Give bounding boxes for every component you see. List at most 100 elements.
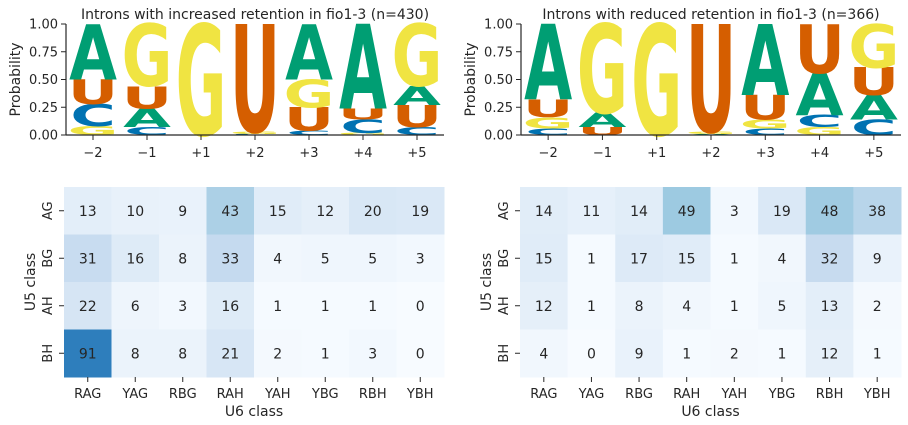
- x-tick-label: −1: [137, 146, 156, 161]
- y-tick-label: 1.00: [484, 18, 513, 33]
- heatmap-cell: [520, 234, 569, 283]
- y-tick-label: BH: [497, 344, 512, 363]
- heatmap-value: 0: [416, 346, 425, 362]
- heatmap-value: 3: [178, 299, 187, 315]
- x-axis-label: U6 class: [681, 404, 739, 420]
- heatmap-value: 43: [221, 204, 239, 220]
- heatmap-cell: [301, 234, 350, 283]
- heatmap-cell: [396, 187, 445, 235]
- heatmap-value: 31: [79, 251, 97, 267]
- heatmap-cell: [662, 282, 711, 330]
- y-tick-label: 0.50: [484, 73, 513, 88]
- heatmap-cell: [64, 187, 112, 235]
- heatmap-value: 1: [730, 251, 739, 267]
- heatmap-value: 14: [535, 204, 553, 220]
- heatmap-value: 1: [873, 346, 882, 362]
- x-tick-label: YAG: [121, 387, 148, 402]
- heatmap-cell: [396, 282, 445, 330]
- heatmap-cell: [567, 329, 616, 378]
- heatmap-cell: [111, 329, 160, 378]
- y-tick-label: 0.25: [484, 101, 513, 116]
- heatmap-cell: [805, 282, 854, 330]
- x-axis-label: U6 class: [225, 404, 283, 420]
- heatmap-cell: [349, 282, 397, 330]
- chart-title: Introns with increased retention in fio1…: [81, 7, 429, 23]
- x-tick-label: RAG: [74, 387, 101, 402]
- heatmap-value: 6: [131, 299, 140, 315]
- heatmap-value: 32: [821, 251, 839, 267]
- x-tick-label: +4: [810, 146, 829, 161]
- heatmap-cell: [853, 282, 902, 330]
- x-tick-label: YBG: [768, 387, 796, 402]
- x-tick-label: +3: [299, 146, 318, 161]
- heatmap-value: 12: [316, 204, 334, 220]
- heatmap-value: 8: [131, 346, 140, 362]
- x-tick-label: +5: [407, 146, 426, 161]
- logo-panel-2: CGUAUAGGAGUCGUAGCAUCAUG0.000.250.500.751…: [463, 0, 901, 172]
- heatmap-value: 2: [273, 346, 282, 362]
- x-tick-label: RBG: [169, 387, 197, 402]
- heatmap-value: 13: [821, 299, 839, 315]
- heatmap-value: 1: [587, 299, 596, 315]
- heatmap-cell: [159, 234, 207, 283]
- heatmap-cell: [853, 329, 902, 378]
- y-axis-label: U5 class: [23, 253, 39, 311]
- heatmap-value: 3: [368, 346, 377, 362]
- logo-letter-G-pos6: G: [338, 132, 389, 136]
- heatmap-value: 1: [777, 346, 786, 362]
- logo-letter-U-pos5: U: [740, 89, 790, 128]
- heatmap-cell: [349, 234, 397, 283]
- heatmap-cell: [64, 234, 112, 283]
- heatmap-value: 22: [79, 299, 97, 315]
- heatmap-value: 16: [221, 299, 239, 315]
- logo-letter-U-pos4: U: [230, 0, 280, 167]
- heatmap-value: 15: [269, 204, 287, 220]
- heatmap-value: 8: [635, 299, 644, 315]
- heatmap-value: 20: [364, 204, 382, 220]
- logo-letter-C-pos1: C: [70, 99, 115, 134]
- logo-letter-A-pos6: A: [796, 62, 845, 129]
- chart-title: Introns with reduced retention in fio1-3…: [542, 7, 879, 23]
- heatmap-cell: [567, 282, 616, 330]
- logo-letter-A-pos7: A: [850, 89, 899, 128]
- heatmap-value: 14: [630, 204, 648, 220]
- heatmap-value: 1: [368, 299, 377, 315]
- logo-letter-G-pos5: G: [284, 72, 335, 116]
- heatmap-value: 4: [273, 251, 282, 267]
- heatmap-cell: [349, 329, 397, 378]
- heatmap-cell: [206, 187, 255, 235]
- logo-letter-A-pos2: A: [578, 109, 627, 132]
- heatmap-value: 1: [730, 299, 739, 315]
- heatmap-cell: [206, 282, 255, 330]
- heatmap-cell: [520, 187, 569, 235]
- heatmap-cell: [710, 329, 759, 378]
- logo-letter-A-pos6: A: [339, 1, 387, 136]
- heatmap-cell: [254, 234, 302, 283]
- y-tick-label: BH: [41, 344, 56, 363]
- heatmap-cell: [520, 329, 569, 378]
- heatmap-cell: [662, 329, 711, 378]
- heatmap-cell: [758, 282, 807, 330]
- heatmap-value: 91: [79, 346, 97, 362]
- logo-letter-U-pos7: U: [849, 60, 899, 104]
- heatmap-value: 9: [873, 251, 882, 267]
- y-tick-label: 0.50: [29, 73, 58, 88]
- logo-letter-U-pos7: U: [392, 100, 442, 135]
- logo-letter-A-pos1: A: [524, 5, 572, 125]
- heatmap-value: 0: [416, 299, 425, 315]
- heatmap-value: 8: [178, 251, 187, 267]
- x-tick-label: −1: [593, 146, 612, 161]
- heatmap-value: 1: [682, 346, 691, 362]
- x-tick-label: +3: [756, 146, 775, 161]
- heatmap-cell: [615, 187, 664, 235]
- heatmap-cell: [520, 282, 569, 330]
- x-tick-label: +2: [701, 146, 720, 161]
- y-tick-label: AG: [41, 201, 56, 220]
- heatmap-value: 8: [178, 346, 187, 362]
- heatmap-value: 5: [777, 299, 786, 315]
- x-tick-label: RAH: [673, 387, 700, 402]
- heatmap-cell: [254, 282, 302, 330]
